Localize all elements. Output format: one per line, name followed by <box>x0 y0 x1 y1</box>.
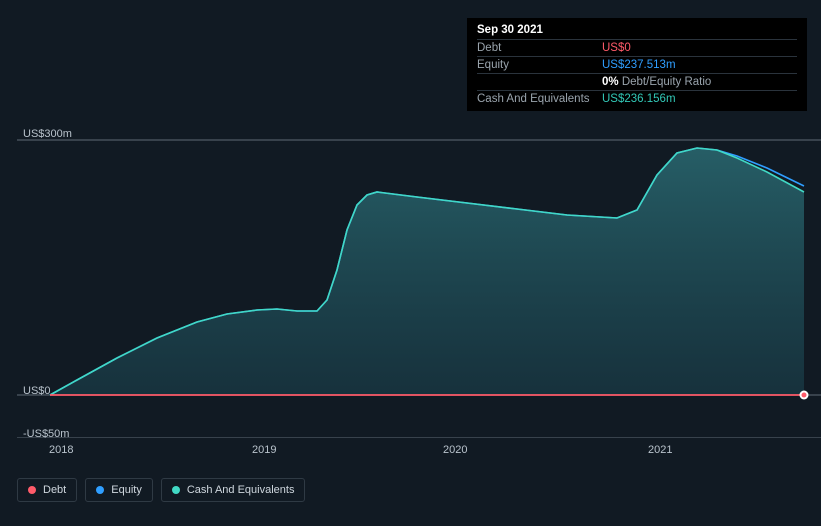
tooltip-value: US$236.156m <box>602 93 676 105</box>
y-axis-label: US$300m <box>23 128 72 140</box>
tooltip-value: 0% Debt/Equity Ratio <box>602 76 711 88</box>
x-axis: 2018 2019 2020 2021 <box>17 444 804 462</box>
y-axis-label: -US$50m <box>23 428 69 440</box>
y-axis-label: US$0 <box>23 385 51 397</box>
x-axis-label: 2021 <box>648 444 672 456</box>
tooltip-row-equity: Equity US$237.513m <box>477 56 797 73</box>
legend-label: Debt <box>43 484 66 496</box>
tooltip-row-cash: Cash And Equivalents US$236.156m <box>477 90 797 107</box>
x-axis-label: 2019 <box>252 444 276 456</box>
legend-label: Cash And Equivalents <box>187 484 295 496</box>
tooltip-key <box>477 76 602 88</box>
legend-dot-icon <box>28 486 36 494</box>
legend-dot-icon <box>96 486 104 494</box>
tooltip-row-ratio: 0% Debt/Equity Ratio <box>477 73 797 90</box>
tooltip-key: Debt <box>477 42 602 54</box>
x-axis-label: 2018 <box>49 444 73 456</box>
tooltip-value: US$0 <box>602 42 631 54</box>
legend-item[interactable]: Debt <box>17 478 77 502</box>
x-axis-label: 2020 <box>443 444 467 456</box>
legend-label: Equity <box>111 484 142 496</box>
legend-item[interactable]: Equity <box>85 478 153 502</box>
legend-dot-icon <box>172 486 180 494</box>
tooltip-key: Equity <box>477 59 602 71</box>
tooltip-date: Sep 30 2021 <box>477 24 797 39</box>
chart-legend: Debt Equity Cash And Equivalents <box>17 478 305 502</box>
tooltip-row-debt: Debt US$0 <box>477 39 797 56</box>
legend-item[interactable]: Cash And Equivalents <box>161 478 306 502</box>
tooltip-value: US$237.513m <box>602 59 676 71</box>
tooltip-key: Cash And Equivalents <box>477 93 602 105</box>
chart-tooltip: Sep 30 2021 Debt US$0 Equity US$237.513m… <box>467 18 807 111</box>
